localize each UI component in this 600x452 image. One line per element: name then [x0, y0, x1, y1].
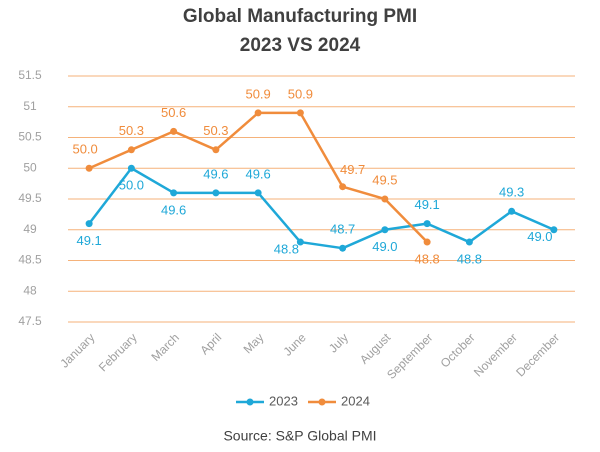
data-point [465, 238, 473, 246]
y-tick-label: 50.5 [18, 130, 42, 144]
x-tick-label: June [280, 330, 309, 359]
data-label: 50.3 [203, 123, 228, 138]
data-point [381, 226, 389, 234]
data-point [339, 244, 347, 252]
x-tick-label: April [197, 330, 224, 357]
chart-title: Global Manufacturing PMI [183, 6, 417, 27]
data-label: 50.0 [119, 178, 144, 193]
x-tick-label: January [57, 330, 97, 370]
y-tick-label: 48.5 [18, 253, 42, 267]
data-point [254, 109, 262, 117]
data-point [423, 238, 431, 246]
chart-subtitle: 2023 VS 2024 [240, 35, 361, 56]
y-tick-label: 47.5 [18, 314, 42, 328]
data-label: 49.6 [245, 166, 270, 181]
data-point [85, 164, 93, 172]
x-tick-label: February [96, 330, 140, 374]
data-label: 49.6 [161, 202, 186, 217]
x-tick-label: July [326, 330, 351, 355]
data-point [296, 238, 304, 246]
x-tick-label: March [149, 330, 182, 363]
data-label: 50.3 [119, 123, 144, 138]
y-tick-label: 49.5 [18, 191, 42, 205]
legend-marker [318, 398, 326, 406]
data-point [254, 189, 262, 197]
data-label: 49.0 [372, 239, 397, 254]
data-label: 48.7 [330, 222, 355, 237]
x-tick-label: May [241, 330, 267, 356]
data-label: 49.7 [340, 162, 365, 177]
data-label: 49.5 [372, 172, 397, 187]
x-tick-label: October [438, 330, 478, 370]
data-point [127, 164, 135, 172]
x-tick-label: September [384, 330, 435, 381]
data-label: 49.1 [76, 233, 101, 248]
data-point [550, 226, 558, 234]
y-tick-label: 48 [23, 283, 37, 297]
data-label: 50.0 [72, 142, 97, 157]
x-tick-label: November [471, 330, 520, 379]
data-label: 50.9 [288, 86, 313, 101]
data-point [127, 146, 135, 154]
data-point [296, 109, 304, 117]
data-point [170, 127, 178, 135]
y-tick-label: 51 [23, 99, 37, 113]
y-tick-label: 49 [23, 222, 37, 236]
legend-marker [246, 398, 254, 406]
data-label: 49.0 [527, 229, 552, 244]
data-point [508, 207, 516, 215]
data-label: 50.6 [161, 105, 186, 120]
series-line [88, 167, 555, 250]
data-label: 48.8 [414, 251, 439, 266]
data-point [212, 189, 220, 197]
data-point [170, 189, 178, 197]
data-label: 49.3 [499, 185, 524, 200]
data-point [212, 146, 220, 154]
data-label: 49.6 [203, 166, 228, 181]
data-label: 48.8 [274, 241, 299, 256]
data-label: 48.8 [457, 251, 482, 266]
data-point [339, 183, 347, 191]
data-label: 50.9 [245, 86, 270, 101]
x-tick-label: December [513, 330, 562, 379]
legend-label: 2023 [269, 393, 298, 408]
data-point [381, 195, 389, 203]
legend-label: 2024 [341, 393, 370, 408]
x-tick-label: August [357, 330, 394, 367]
source-note: Source: S&P Global PMI [223, 428, 376, 444]
y-tick-label: 50 [23, 160, 37, 174]
data-point [423, 220, 431, 228]
y-tick-label: 51.5 [18, 68, 42, 82]
data-point [85, 220, 93, 228]
data-label: 49.1 [414, 197, 439, 212]
